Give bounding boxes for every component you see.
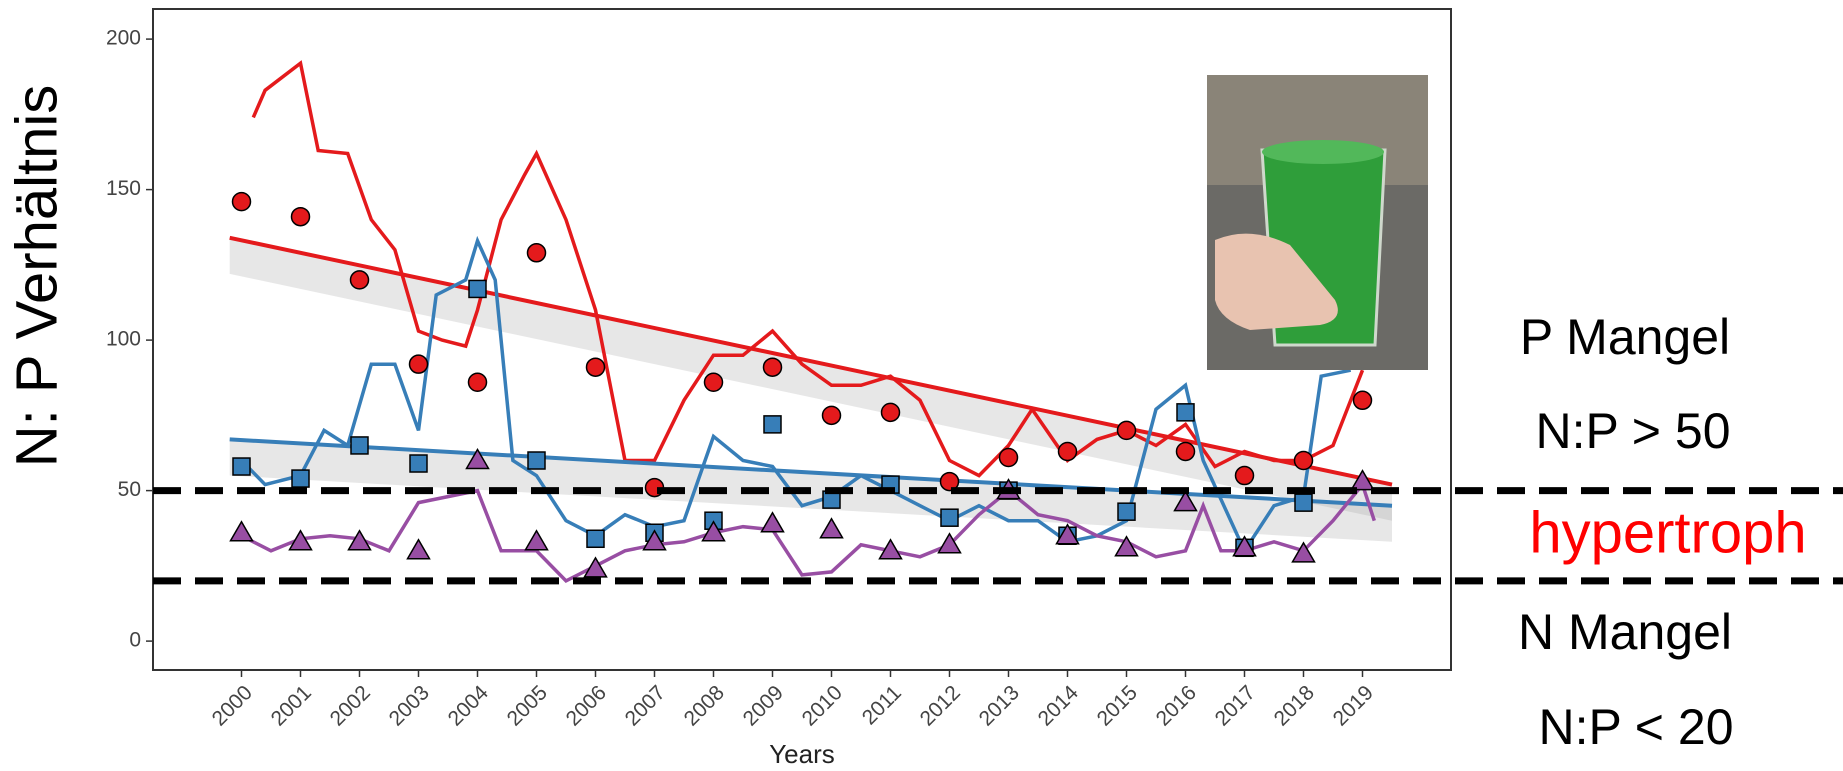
point (1059, 442, 1077, 460)
point (1118, 503, 1135, 520)
x-tick-label: 2015 (1093, 681, 1142, 730)
x-tick-label: 2012 (916, 681, 965, 730)
point (823, 406, 841, 424)
x-tick-label: 2014 (1034, 681, 1084, 731)
x-tick-label: 2010 (798, 681, 847, 730)
x-tick-label: 2019 (1329, 681, 1378, 730)
point (410, 455, 427, 472)
x-tick-label: 2013 (975, 681, 1024, 730)
x-tick-label: 2018 (1270, 681, 1319, 730)
point (1000, 448, 1018, 466)
point (410, 355, 428, 373)
point (1236, 467, 1254, 485)
point (1177, 442, 1195, 460)
x-tick-label: 2011 (858, 681, 906, 729)
annotation: N:P > 50 (1535, 403, 1730, 459)
point (469, 373, 487, 391)
point (351, 271, 369, 289)
x-tick-label: 2006 (562, 681, 611, 730)
page: 0 50 100 150 200 2000200120022003200420052006… (0, 0, 1843, 771)
x-tick-label: 2003 (385, 681, 434, 730)
y-tick-label: 50 (118, 478, 141, 501)
point (292, 208, 310, 226)
x-tick-label: 2009 (739, 681, 788, 730)
point (705, 373, 723, 391)
x-axis-title: Years (769, 739, 835, 769)
annotation: P Mangel (1520, 309, 1730, 365)
point (233, 193, 251, 211)
y-tick-label: 100 (106, 328, 141, 351)
x-tick-label: 2016 (1152, 681, 1201, 730)
annotation: N Mangel (1518, 604, 1732, 660)
x-tick-label: 2001 (267, 681, 316, 730)
annotation: N:P < 20 (1538, 699, 1733, 755)
point (528, 244, 546, 262)
point (1295, 452, 1313, 470)
point (882, 403, 900, 421)
point (1118, 421, 1136, 439)
point (587, 358, 605, 376)
x-tick-label: 2008 (680, 681, 729, 730)
point (1295, 494, 1312, 511)
point (351, 437, 368, 454)
point (233, 458, 250, 475)
x-tick-label: 2002 (326, 681, 375, 730)
point (1177, 404, 1194, 421)
x-tick-label: 2000 (208, 681, 257, 730)
point (528, 452, 545, 469)
photo (1207, 75, 1428, 370)
point (292, 470, 309, 487)
glass-top (1262, 140, 1384, 164)
y-tick-label: 0 (129, 629, 141, 652)
chart: 0 50 100 150 200 2000200120022003200420052006… (0, 0, 1843, 771)
point (764, 358, 782, 376)
x-tick-label: 2004 (444, 681, 494, 731)
y-axis-title: N: P Verhältnis (4, 85, 69, 468)
x-tick-label: 2007 (621, 681, 670, 730)
y-tick-label: 150 (106, 177, 141, 200)
point (941, 509, 958, 526)
y-tick-label: 200 (106, 27, 141, 50)
x-tick-label: 2017 (1211, 681, 1260, 730)
point (1354, 391, 1372, 409)
point (469, 280, 486, 297)
point (764, 416, 781, 433)
annotation: hypertroph (1529, 500, 1806, 565)
x-tick-label: 2005 (503, 681, 552, 730)
point (587, 530, 604, 547)
